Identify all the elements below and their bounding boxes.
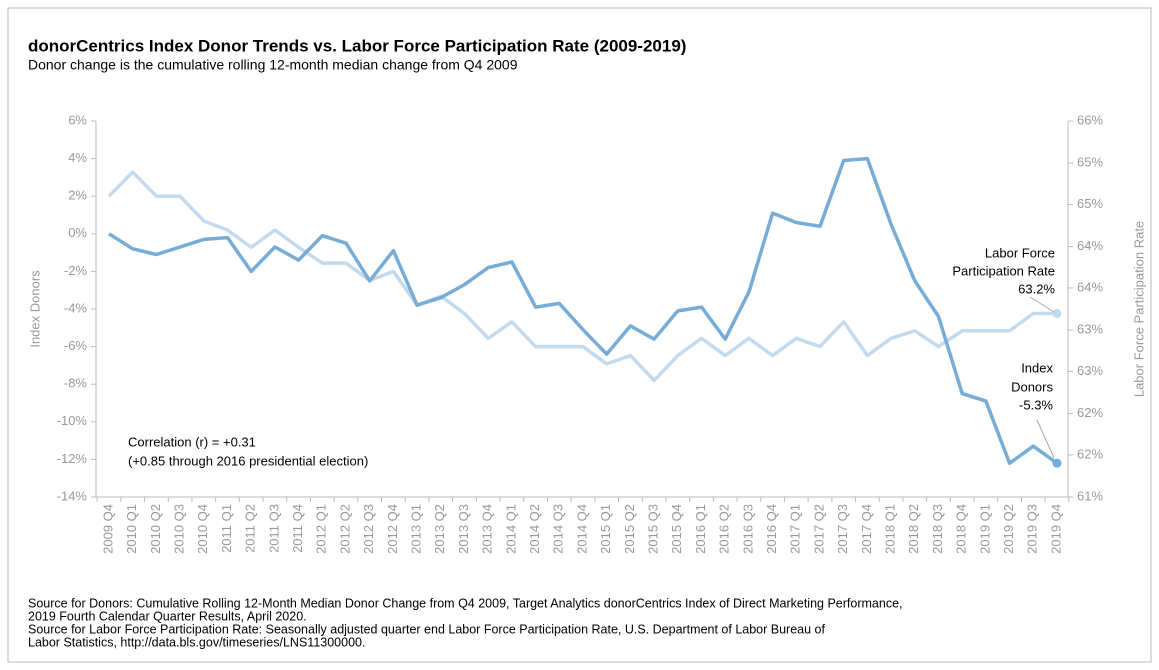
annotation: Labor Force <box>985 245 1055 260</box>
end-marker <box>1052 309 1062 319</box>
x-tick-label: 2016 Q2 <box>717 504 732 554</box>
x-tick-label: 2015 Q1 <box>598 504 613 554</box>
y2-tick-label: 62% <box>1077 405 1103 420</box>
y-tick-label: -14% <box>57 488 88 503</box>
x-tick-label: 2011 Q4 <box>290 504 305 553</box>
series-line <box>108 156 1059 465</box>
frame <box>7 7 1152 663</box>
y2-tick-label: 64% <box>1077 238 1103 253</box>
annotation: -5.3% <box>1019 397 1053 412</box>
y2-tick-label: 61% <box>1077 488 1103 503</box>
x-tick-label: 2017 Q3 <box>835 504 850 554</box>
y-tick-label: -12% <box>57 451 88 466</box>
x-tick-label: 2011 Q2 <box>243 504 258 553</box>
x-tick-label: 2013 Q4 <box>480 504 495 554</box>
x-tick-label: 2018 Q4 <box>954 504 969 554</box>
x-tick-label: 2012 Q3 <box>361 504 376 554</box>
x-tick-label: 2019 Q3 <box>1025 504 1040 554</box>
x-tick-label: 2014 Q3 <box>551 504 566 554</box>
x-tick-label: 2014 Q4 <box>574 504 589 554</box>
x-tick-label: 2011 Q3 <box>266 504 281 553</box>
x-tick-label: 2015 Q3 <box>646 504 661 554</box>
x-tick-label: 2017 Q1 <box>788 504 803 554</box>
x-tick-label: 2010 Q1 <box>124 504 139 554</box>
x-tick-label: 2019 Q1 <box>977 504 992 554</box>
y-tick-label: 0% <box>68 225 87 240</box>
y-tick-label: -6% <box>64 338 88 353</box>
leader-line <box>1036 419 1055 459</box>
source-note: Source for Donors: Cumulative Rolling 12… <box>28 596 903 610</box>
chart-title: donorCentrics Index Donor Trends vs. Lab… <box>28 36 686 55</box>
x-tick-label: 2017 Q2 <box>811 504 826 554</box>
x-tick-label: 2015 Q2 <box>622 504 637 554</box>
x-tick-label: 2012 Q1 <box>314 504 329 554</box>
x-tick-label: 2015 Q4 <box>669 504 684 554</box>
y-tick-label: -8% <box>64 376 88 391</box>
x-tick-label: 2010 Q4 <box>195 504 210 554</box>
end-marker <box>1052 458 1062 468</box>
x-tick-label: 2013 Q3 <box>456 504 471 554</box>
x-tick-label: 2011 Q1 <box>219 504 234 553</box>
x-tick-label: 2010 Q3 <box>172 504 187 554</box>
x-tick-label: 2016 Q4 <box>764 504 779 554</box>
y2-tick-label: 65% <box>1077 196 1103 211</box>
x-tick-label: 2014 Q2 <box>527 504 542 554</box>
y-tick-label: 6% <box>68 112 87 127</box>
x-tick-label: 2013 Q1 <box>409 504 424 554</box>
x-tick-label: 2019 Q2 <box>1001 504 1016 554</box>
x-tick-label: 2010 Q2 <box>148 504 163 554</box>
x-tick-label: 2014 Q1 <box>503 504 518 554</box>
source-note: Source for Labor Force Participation Rat… <box>28 622 825 636</box>
y2-tick-label: 66% <box>1077 112 1103 127</box>
y-tick-label: -4% <box>64 300 88 315</box>
x-tick-label: 2018 Q1 <box>883 504 898 554</box>
x-tick-label: 2009 Q4 <box>100 504 115 554</box>
x-tick-label: 2018 Q2 <box>906 504 921 554</box>
annotation: Correlation (r) = +0.31 <box>128 434 256 449</box>
x-tick-label: 2017 Q4 <box>859 504 874 554</box>
y2-tick-label: 65% <box>1077 155 1103 170</box>
x-tick-label: 2012 Q4 <box>385 504 400 554</box>
x-tick-label: 2016 Q1 <box>693 504 708 554</box>
series-line <box>107 170 1057 383</box>
y-tick-label: 4% <box>68 150 87 165</box>
source-note: 2019 Fourth Calendar Quarter Results, Ap… <box>28 609 307 623</box>
y-tick-label: -10% <box>57 413 88 428</box>
chart-subtitle: Donor change is the cumulative rolling 1… <box>28 57 518 73</box>
annotation: (+0.85 through 2016 presidential electio… <box>128 453 368 468</box>
annotation: Donors <box>1011 379 1053 394</box>
y-tick-label: -2% <box>64 263 88 278</box>
x-tick-label: 2016 Q3 <box>740 504 755 554</box>
x-tick-label: 2018 Q3 <box>930 504 945 554</box>
x-tick-label: 2012 Q2 <box>337 504 352 554</box>
x-tick-label: 2013 Q2 <box>432 504 447 554</box>
source-note: Labor Statistics, http://data.bls.gov/ti… <box>28 635 365 649</box>
leader-line <box>1029 296 1055 313</box>
annotation: Index <box>1021 360 1053 375</box>
annotation: Participation Rate <box>952 263 1055 278</box>
y2-tick-label: 64% <box>1077 279 1103 294</box>
y2-tick-label: 62% <box>1077 446 1103 461</box>
x-tick-label: 2019 Q4 <box>1048 504 1063 554</box>
annotation: 63.2% <box>1018 281 1055 296</box>
y2-tick-label: 63% <box>1077 321 1103 336</box>
y-axis-title: Index Donors <box>27 270 42 348</box>
y2-axis-title: Labor Force Participation Rate <box>1131 221 1146 397</box>
y-tick-label: 2% <box>68 188 87 203</box>
y2-tick-label: 63% <box>1077 363 1103 378</box>
